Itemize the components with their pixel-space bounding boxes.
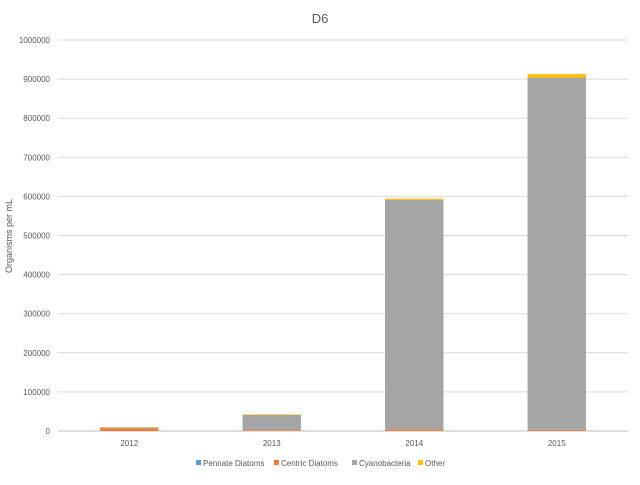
bar-segment-cyanobacteria <box>243 415 301 430</box>
x-tick-labels: 2012 2013 2014 2015 <box>120 439 566 448</box>
x-tick-label: 2014 <box>405 439 423 448</box>
y-tick-label: 800000 <box>23 114 50 123</box>
x-tick-label: 2015 <box>548 439 566 448</box>
bars <box>100 74 586 431</box>
bar-segment-centric-diatoms <box>528 430 586 431</box>
y-tick-label: 1000000 <box>19 36 51 45</box>
y-tick-label: 300000 <box>23 310 50 319</box>
legend-swatch <box>196 460 201 465</box>
bar-segment-other <box>528 74 586 78</box>
legend-label: Pennate Diatoms <box>203 459 264 468</box>
y-tick-label: 900000 <box>23 75 50 84</box>
legend-label: Other <box>425 459 445 468</box>
bar-segment-cyanobacteria <box>100 427 158 428</box>
bar-segment-other <box>385 199 443 200</box>
legend-label: Cyanobacteria <box>359 459 411 468</box>
bar-segment-centric-diatoms <box>100 428 158 431</box>
y-tick-labels: 0 100000 200000 300000 400000 500000 600000 700… <box>19 36 51 436</box>
y-tick-label: 500000 <box>23 232 50 241</box>
chart-title: D6 <box>312 11 329 26</box>
legend-label: Centric Diatoms <box>281 459 338 468</box>
x-tick-label: 2012 <box>120 439 138 448</box>
bar-segment-cyanobacteria <box>385 200 443 430</box>
bar-segment-centric-diatoms <box>243 430 301 431</box>
y-tick-label: 600000 <box>23 192 50 201</box>
y-tick-label: 100000 <box>23 388 50 397</box>
bar-segment-other <box>243 414 301 415</box>
legend: Pennate Diatoms Centric Diatoms Cyanobacte… <box>196 459 445 468</box>
legend-swatch <box>418 460 423 465</box>
bar-segment-centric-diatoms <box>385 429 443 431</box>
x-tick-label: 2013 <box>263 439 281 448</box>
y-tick-label: 400000 <box>23 271 50 280</box>
y-tick-label: 700000 <box>23 153 50 162</box>
y-tick-label: 200000 <box>23 349 50 358</box>
y-axis-label: Organisms per mL <box>4 199 14 273</box>
legend-swatch <box>274 460 279 465</box>
legend-swatch <box>352 460 357 465</box>
bar-segment-cyanobacteria <box>528 78 586 430</box>
y-tick-label: 0 <box>46 427 51 436</box>
